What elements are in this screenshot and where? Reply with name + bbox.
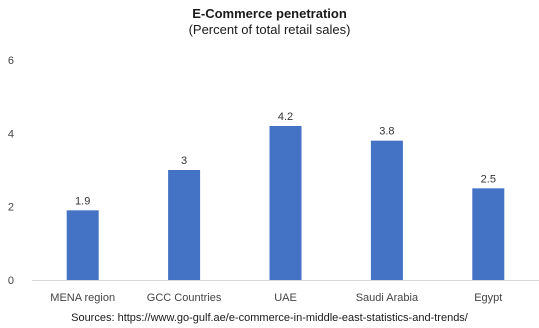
data-labels-group: 1.9 3 4.2 3.8 2.5 xyxy=(75,111,496,207)
bars-group xyxy=(66,126,505,280)
bar-value-label: 1.9 xyxy=(75,195,90,207)
category-labels-group: MENA region GCC Countries UAE Saudi Arabia E… xyxy=(50,292,502,304)
y-tick-label: 2 xyxy=(8,202,14,214)
bar-value-label: 3.8 xyxy=(379,126,394,138)
chart-title: E-Commerce penetration xyxy=(192,6,347,21)
y-tick-label: 0 xyxy=(8,275,14,287)
bar-value-label: 4.2 xyxy=(278,111,293,123)
source-note: Sources: https://www.go-gulf.ae/e-commer… xyxy=(71,312,468,324)
bar xyxy=(370,140,403,280)
y-tick-label: 6 xyxy=(8,55,14,67)
bar xyxy=(66,210,99,280)
category-label: GCC Countries xyxy=(147,292,222,304)
category-label: UAE xyxy=(274,292,297,304)
category-label: Egypt xyxy=(474,292,502,304)
category-label: MENA region xyxy=(50,292,115,304)
y-axis-ticks: 0 2 4 6 xyxy=(8,55,14,287)
bar-value-label: 3 xyxy=(181,155,187,167)
category-label: Saudi Arabia xyxy=(356,292,419,304)
bar xyxy=(269,126,302,280)
bar-value-label: 2.5 xyxy=(481,173,496,185)
bar xyxy=(472,188,505,280)
bar xyxy=(168,170,201,280)
y-tick-label: 4 xyxy=(8,128,14,140)
chart-subtitle: (Percent of total retail sales) xyxy=(188,22,351,37)
